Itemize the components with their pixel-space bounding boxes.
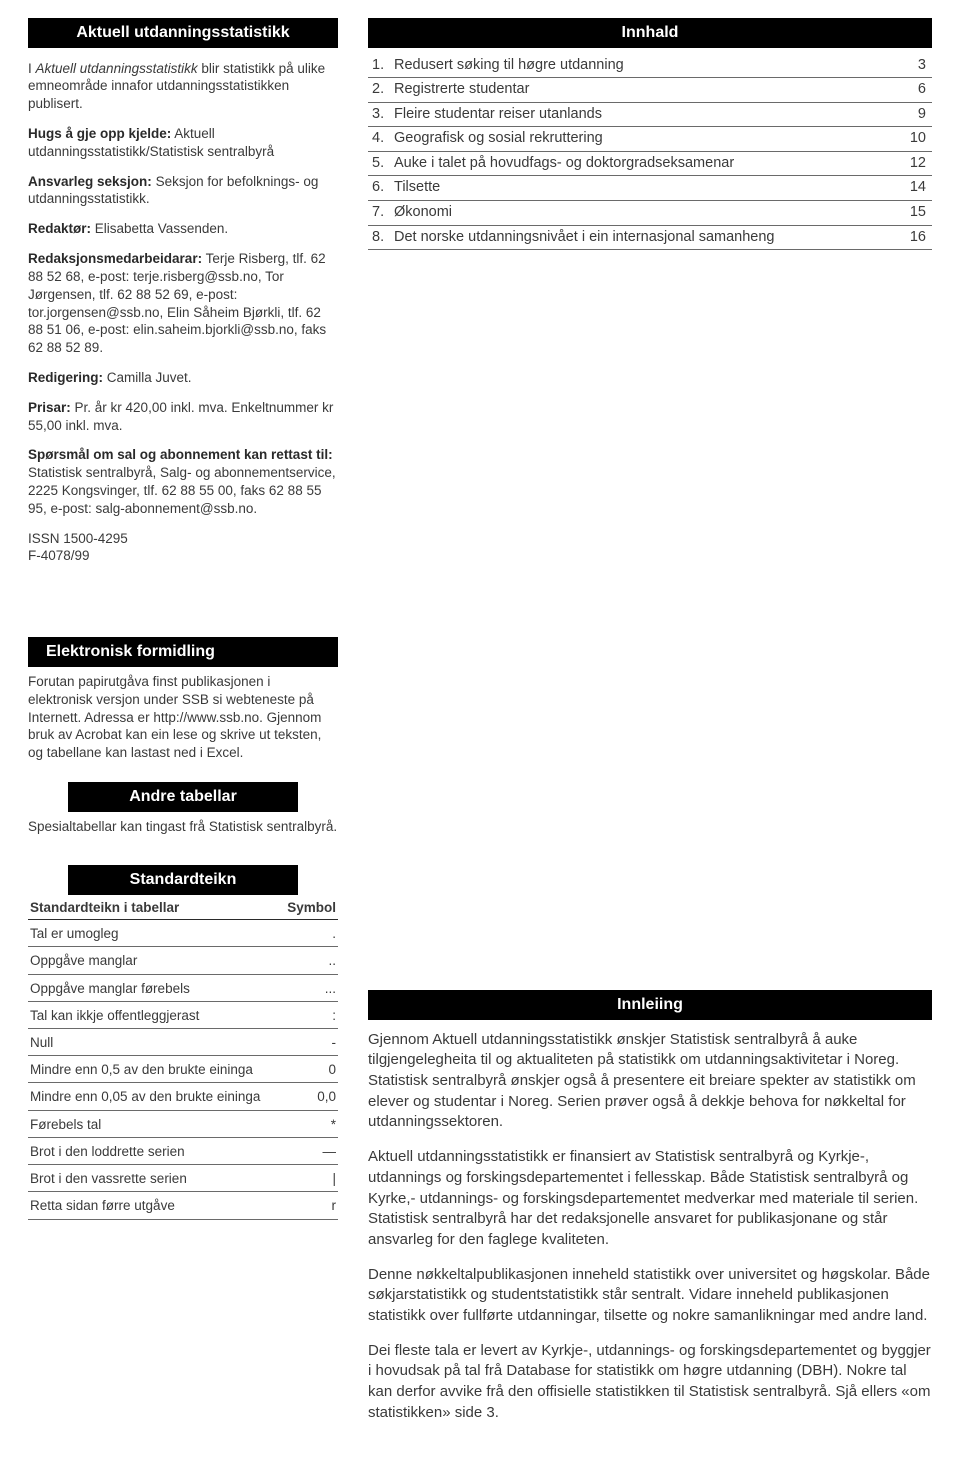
toc-page: 12 bbox=[896, 154, 926, 174]
right-column: Innhald 1.Redusert søking til høgre utda… bbox=[368, 18, 932, 1437]
toc-page: 14 bbox=[896, 178, 926, 198]
toc-title: Geografisk og sosial rekruttering bbox=[394, 129, 896, 149]
toc-page: 9 bbox=[896, 105, 926, 125]
intro-container: Gjennom Aktuell utdanningsstatistikk øns… bbox=[368, 1030, 932, 1424]
intro-paragraph: Dei fleste tala er levert av Kyrkje-, ut… bbox=[368, 1341, 932, 1424]
std-header-label: Standardteikn i tabellar bbox=[30, 899, 276, 917]
para-abonnement: Spørsmål om sal og abonnement kan rettas… bbox=[28, 446, 338, 517]
std-symbol: — bbox=[276, 1143, 336, 1161]
toc-num: 8. bbox=[372, 228, 394, 248]
std-symbol: 0,0 bbox=[276, 1088, 336, 1106]
std-symbol: 0 bbox=[276, 1061, 336, 1079]
std-symbol: . bbox=[276, 925, 336, 943]
toc-page: 15 bbox=[896, 203, 926, 223]
std-row: Oppgåve manglar førebels... bbox=[28, 975, 338, 1002]
std-row: Null- bbox=[28, 1029, 338, 1056]
toc-num: 6. bbox=[372, 178, 394, 198]
toc-num: 1. bbox=[372, 56, 394, 76]
toc-row: 1.Redusert søking til høgre utdanning3 bbox=[368, 54, 932, 79]
para-issn: ISSN 1500-4295 F-4078/99 bbox=[28, 530, 338, 566]
para-prisar: Prisar: Pr. år kr 420,00 inkl. mva. Enke… bbox=[28, 399, 338, 435]
toc-page: 3 bbox=[896, 56, 926, 76]
para-intro: I Aktuell utdanningsstatistikk blir stat… bbox=[28, 60, 338, 113]
toc-page: 16 bbox=[896, 228, 926, 248]
std-label: Oppgåve manglar førebels bbox=[30, 980, 276, 998]
toc-title: Det norske utdanningsnivået i ein intern… bbox=[394, 228, 896, 248]
std-row: Mindre enn 0,5 av den brukte eininga0 bbox=[28, 1056, 338, 1083]
toc-title: Fleire studentar reiser utanlands bbox=[394, 105, 896, 125]
std-label: Null bbox=[30, 1034, 276, 1052]
std-label: Førebels tal bbox=[30, 1116, 276, 1134]
toc-title: Auke i talet på hovudfags- og doktorgrad… bbox=[394, 154, 896, 174]
header-elektronisk: Elektronisk formidling bbox=[28, 637, 338, 667]
std-label: Tal er umogleg bbox=[30, 925, 276, 943]
std-row: Tal er umogleg. bbox=[28, 920, 338, 947]
std-symbol: .. bbox=[276, 952, 336, 970]
para-andre-tabellar: Spesialtabellar kan tingast frå Statisti… bbox=[28, 818, 338, 836]
toc-row: 3.Fleire studentar reiser utanlands9 bbox=[368, 103, 932, 128]
toc-row: 5.Auke i talet på hovudfags- og doktorgr… bbox=[368, 152, 932, 177]
std-label: Brot i den loddrette serien bbox=[30, 1143, 276, 1161]
std-symbol: r bbox=[276, 1197, 336, 1215]
toc-page: 6 bbox=[896, 80, 926, 100]
toc-title: Registrerte studentar bbox=[394, 80, 896, 100]
header-standardteikn: Standardteikn bbox=[68, 865, 298, 895]
intro-paragraph: Aktuell utdanningsstatistikk er finansie… bbox=[368, 1147, 932, 1250]
std-rows-container: Tal er umogleg.Oppgåve manglar..Oppgåve … bbox=[28, 920, 338, 1219]
std-label: Brot i den vassrette serien bbox=[30, 1170, 276, 1188]
std-symbol: ... bbox=[276, 980, 336, 998]
toc-num: 5. bbox=[372, 154, 394, 174]
header-innhald: Innhald bbox=[368, 18, 932, 48]
std-label: Oppgåve manglar bbox=[30, 952, 276, 970]
std-label: Mindre enn 0,5 av den brukte eininga bbox=[30, 1061, 276, 1079]
toc-num: 3. bbox=[372, 105, 394, 125]
std-header-row: Standardteikn i tabellar Symbol bbox=[28, 895, 338, 920]
para-seksjon: Ansvarleg seksjon: Seksjon for befolknin… bbox=[28, 173, 338, 209]
para-medarbeidarar: Redaksjonsmedarbeidarar: Terje Risberg, … bbox=[28, 250, 338, 357]
toc-row: 8.Det norske utdanningsnivået i ein inte… bbox=[368, 226, 932, 251]
toc-container: 1.Redusert søking til høgre utdanning32.… bbox=[368, 54, 932, 251]
intro-paragraph: Denne nøkkeltalpublikasjonen inneheld st… bbox=[368, 1265, 932, 1327]
std-label: Retta sidan førre utgåve bbox=[30, 1197, 276, 1215]
header-aktuell: Aktuell utdanningsstatistikk bbox=[28, 18, 338, 48]
std-symbol: : bbox=[276, 1007, 336, 1025]
std-row: Oppgåve manglar.. bbox=[28, 947, 338, 974]
std-row: Brot i den loddrette serien— bbox=[28, 1138, 338, 1165]
toc-page: 10 bbox=[896, 129, 926, 149]
std-row: Retta sidan førre utgåver bbox=[28, 1192, 338, 1219]
header-innleiing: Innleiing bbox=[368, 990, 932, 1020]
toc-title: Redusert søking til høgre utdanning bbox=[394, 56, 896, 76]
para-redigering: Redigering: Camilla Juvet. bbox=[28, 369, 338, 387]
left-column: Aktuell utdanningsstatistikk I Aktuell u… bbox=[28, 18, 338, 1437]
std-symbol: * bbox=[276, 1116, 336, 1134]
intro-paragraph: Gjennom Aktuell utdanningsstatistikk øns… bbox=[368, 1030, 932, 1133]
toc-row: 2.Registrerte studentar6 bbox=[368, 78, 932, 103]
toc-title: Tilsette bbox=[394, 178, 896, 198]
std-symbol: | bbox=[276, 1170, 336, 1188]
std-row: Mindre enn 0,05 av den brukte eininga0,0 bbox=[28, 1083, 338, 1110]
para-redaktor: Redaktør: Elisabetta Vassenden. bbox=[28, 220, 338, 238]
toc-row: 7.Økonomi15 bbox=[368, 201, 932, 226]
std-row: Tal kan ikkje offentleggjerast: bbox=[28, 1002, 338, 1029]
toc-num: 4. bbox=[372, 129, 394, 149]
para-kjelde: Hugs å gje opp kjelde: Aktuell utdanning… bbox=[28, 125, 338, 161]
std-symbol: - bbox=[276, 1034, 336, 1052]
toc-row: 4.Geografisk og sosial rekruttering10 bbox=[368, 127, 932, 152]
toc-title: Økonomi bbox=[394, 203, 896, 223]
toc-num: 2. bbox=[372, 80, 394, 100]
std-row: Førebels tal* bbox=[28, 1111, 338, 1138]
f-number: F-4078/99 bbox=[28, 548, 90, 563]
para-elektronisk: Forutan papirutgåva finst publikasjonen … bbox=[28, 673, 338, 762]
toc-row: 6.Tilsette14 bbox=[368, 176, 932, 201]
std-row: Brot i den vassrette serien| bbox=[28, 1165, 338, 1192]
std-header-symbol: Symbol bbox=[276, 899, 336, 917]
std-label: Tal kan ikkje offentleggjerast bbox=[30, 1007, 276, 1025]
std-label: Mindre enn 0,05 av den brukte eininga bbox=[30, 1088, 276, 1106]
toc-num: 7. bbox=[372, 203, 394, 223]
issn-number: ISSN 1500-4295 bbox=[28, 531, 128, 546]
header-andre-tabellar: Andre tabellar bbox=[68, 782, 298, 812]
